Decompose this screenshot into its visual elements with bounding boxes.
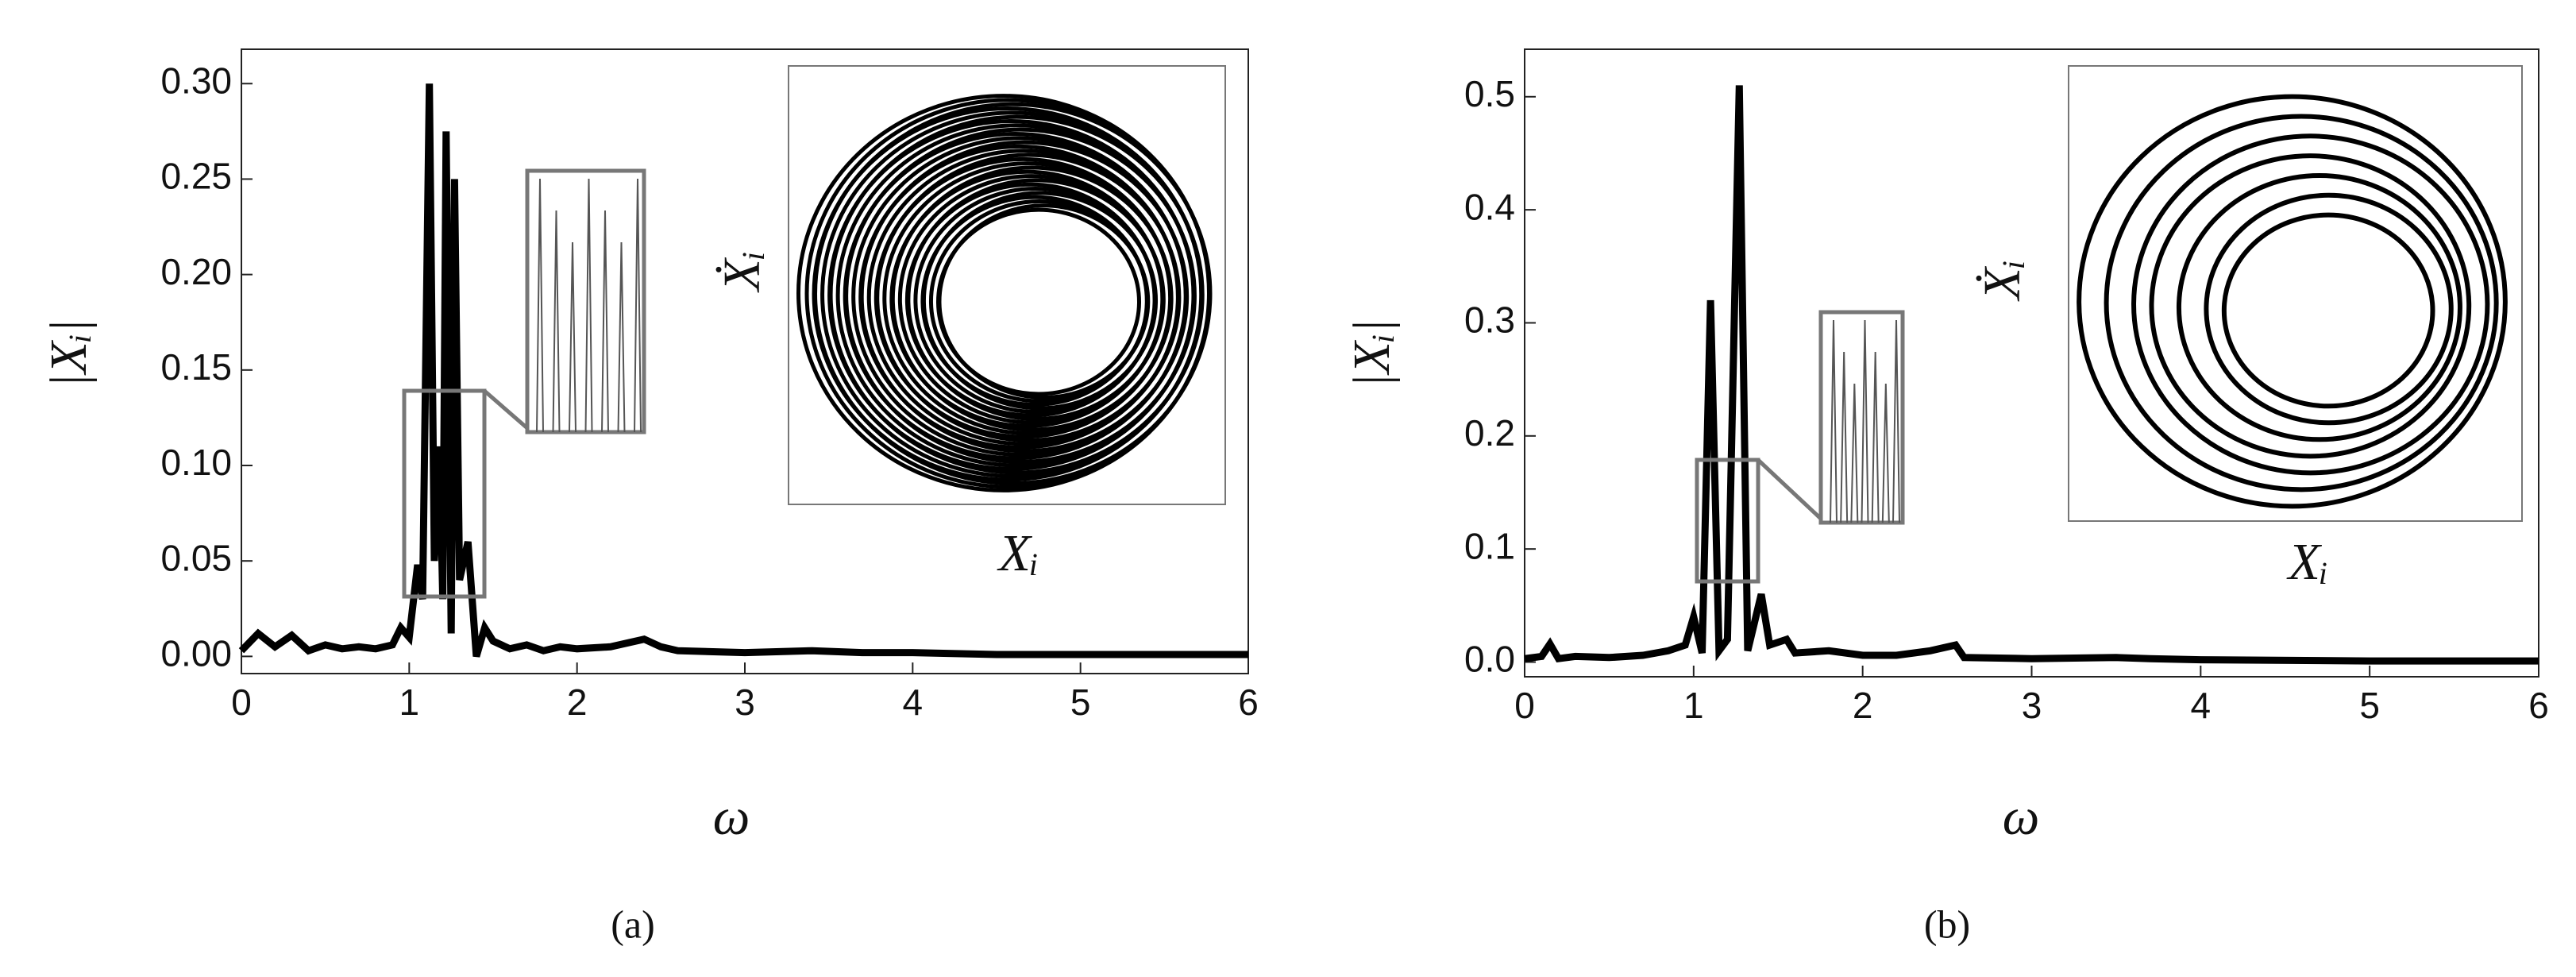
x-axis-label: ω	[713, 788, 750, 846]
inset-frame	[2068, 65, 2523, 522]
x-tick-label: 2	[567, 682, 588, 723]
y-tick-label: 0.10	[160, 442, 232, 483]
x-tick-label: 6	[1238, 682, 1259, 723]
y-tick-label: 0.20	[160, 251, 232, 292]
y-tick-label: 0.1	[1464, 525, 1515, 566]
y-tick-label: 0.25	[160, 156, 232, 197]
x-tick-label: 6	[2528, 685, 2549, 726]
inset-x-label: Xᵢ	[997, 524, 1039, 582]
y-tick-label: 0.2	[1464, 412, 1515, 454]
y-tick-label: 0.15	[160, 346, 232, 388]
caption: (a)	[611, 902, 655, 946]
y-axis-label: |Xᵢ|	[1343, 319, 1401, 388]
spectrum-line	[238, 83, 1248, 658]
y-tick-label: 0.05	[160, 537, 232, 578]
zoom-region	[402, 388, 487, 599]
phase-orbit	[2104, 114, 2499, 492]
phase-orbit	[936, 207, 1141, 396]
x-tick-label: 4	[903, 682, 924, 723]
x-tick-label: 3	[2022, 685, 2042, 726]
spectrum-line	[1524, 85, 2539, 665]
y-tick-label: 0.0	[1464, 639, 1515, 680]
zoom-connector	[1757, 458, 1822, 520]
phase-orbit	[2176, 172, 2462, 442]
phase-orbit	[2077, 94, 2508, 509]
caption: (b)	[1924, 902, 1970, 946]
x-tick-label: 5	[2359, 685, 2380, 726]
inset-y-label: Ẋᵢ	[713, 251, 771, 294]
y-tick-label: 0.00	[160, 633, 232, 674]
zoom-detail	[1830, 319, 1900, 523]
x-tick-label: 1	[1683, 685, 1704, 726]
y-tick-label: 0.3	[1464, 299, 1515, 341]
phase-orbit	[2221, 212, 2435, 409]
phase-orbit	[2131, 133, 2490, 476]
y-axis-label: |Xᵢ|	[40, 319, 98, 388]
y-tick-label: 0.4	[1464, 186, 1515, 227]
x-axis-label: ω	[2003, 788, 2040, 846]
x-tick-label: 1	[399, 682, 420, 723]
phase-orbit	[2204, 192, 2454, 426]
x-tick-label: 3	[735, 682, 755, 723]
phase-orbit	[2149, 153, 2472, 459]
y-tick-label: 0.5	[1464, 73, 1515, 114]
x-tick-label: 4	[2191, 685, 2212, 726]
zoom-region	[1695, 458, 1760, 584]
x-tick-label: 0	[1514, 685, 1535, 726]
inset-x-label: Xᵢ	[2286, 533, 2329, 591]
x-tick-label: 0	[231, 682, 252, 723]
inset-y-label: Ẋᵢ	[1973, 260, 2031, 303]
y-tick-label: 0.30	[160, 60, 232, 101]
x-tick-label: 2	[1853, 685, 1873, 726]
zoom-detail	[536, 178, 642, 433]
zoom-connector	[483, 389, 529, 430]
x-tick-label: 5	[1070, 682, 1091, 723]
